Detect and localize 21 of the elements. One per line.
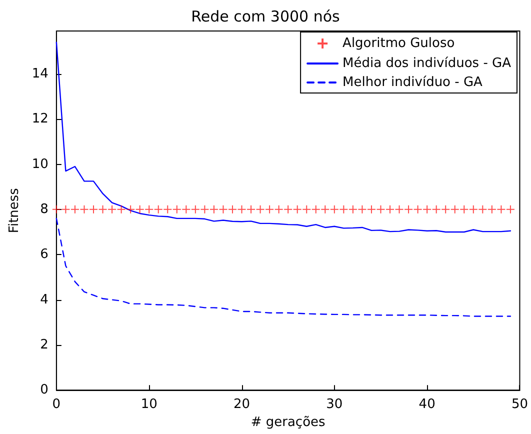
x-tick-label: 40	[418, 397, 436, 412]
y-tick-label: 10	[32, 156, 48, 172]
y-tick-label: 0	[40, 382, 48, 398]
y-axis-title: Fitness	[7, 188, 22, 234]
y-tick-label: 6	[40, 247, 48, 262]
legend-label: Algoritmo Guloso	[342, 36, 455, 51]
legend-label: Melhor indivíduo - GA	[342, 75, 483, 90]
x-tick-label: 10	[140, 397, 158, 412]
line-series	[56, 218, 512, 317]
x-tick-label: 0	[52, 397, 61, 412]
y-tick-label: 14	[32, 66, 48, 82]
x-axis-title: # gerações	[250, 415, 326, 430]
y-tick-label: 8	[40, 202, 48, 217]
y-tick-label: 12	[32, 112, 48, 127]
y-tick-label: 2	[40, 337, 48, 352]
legend-label: Média dos indivíduos - GA	[342, 56, 512, 71]
x-tick-label: 20	[233, 397, 250, 412]
y-tick-label: 4	[40, 292, 48, 308]
chart-title: Rede com 3000 nós	[191, 8, 340, 26]
x-tick-label: 50	[511, 397, 528, 412]
x-tick-label: 30	[326, 397, 343, 412]
